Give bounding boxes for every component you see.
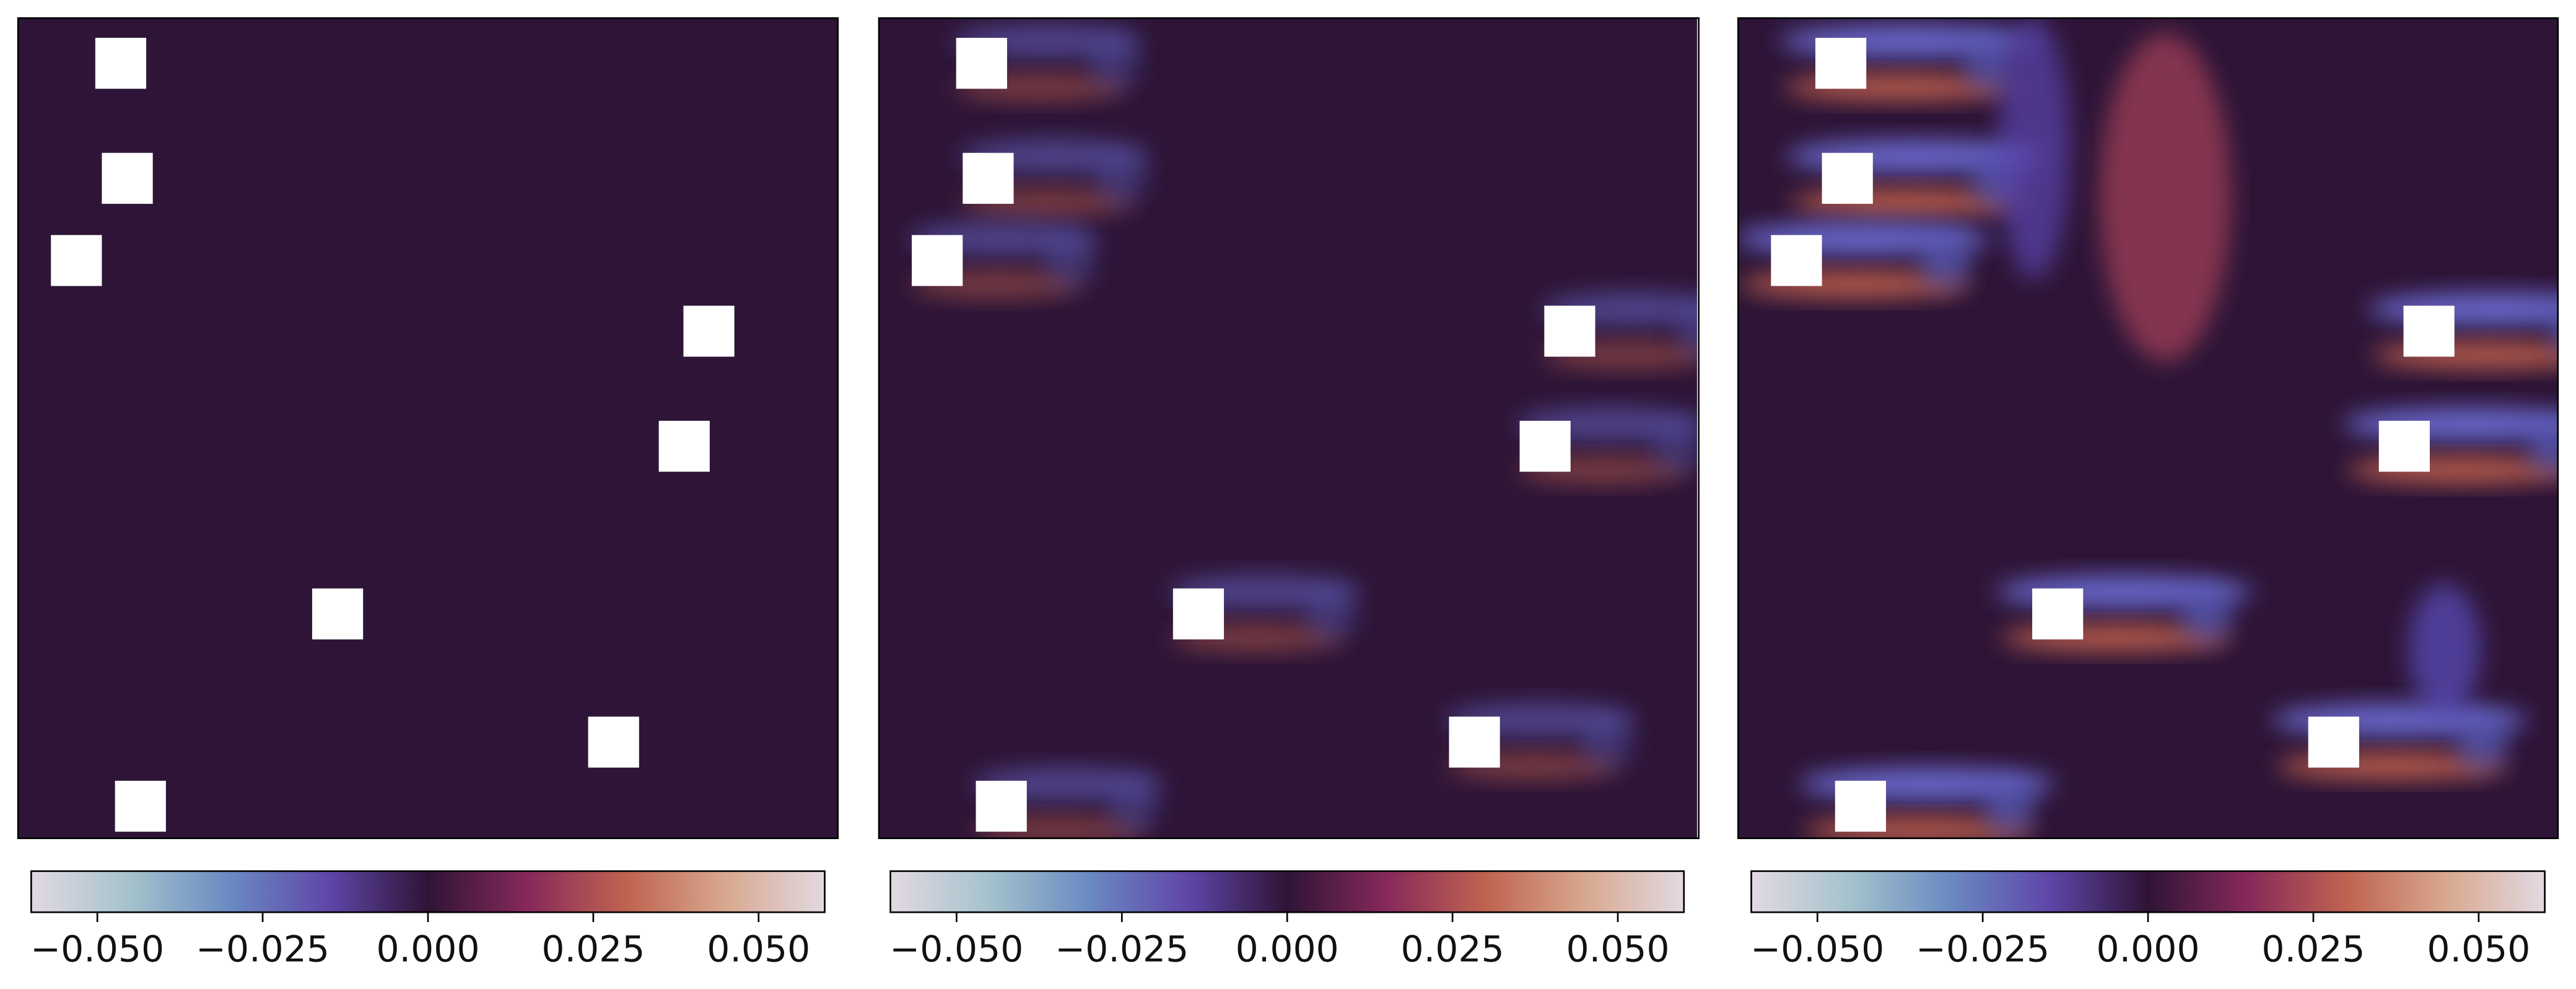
obstacle <box>1449 716 1500 768</box>
heatmap <box>879 18 1697 838</box>
vortex <box>1675 306 1697 358</box>
colorbar-tick-label: −0.050 <box>889 928 1023 970</box>
colorbar-tick-label: 0.000 <box>1236 928 1339 970</box>
vortex <box>2526 421 2558 473</box>
obstacle <box>963 152 1014 204</box>
panel-frame <box>1737 17 2559 840</box>
obstacle <box>912 235 963 286</box>
obstacle <box>658 421 710 472</box>
vortex <box>1580 716 1633 770</box>
vortex <box>2456 716 2509 770</box>
colorbar-tick-label: −0.050 <box>30 928 164 970</box>
colorbar <box>889 870 1685 913</box>
heatmap <box>18 18 838 838</box>
obstacle <box>95 38 147 89</box>
panel-frame <box>17 17 839 840</box>
obstacle <box>1822 152 1873 204</box>
obstacle <box>2308 716 2359 768</box>
field-background <box>18 18 838 838</box>
colorbar-tick-label: 0.000 <box>2097 928 2200 970</box>
vortex <box>2551 314 2558 349</box>
obstacle <box>312 588 364 640</box>
colorbar-tick-label: 0.025 <box>541 928 645 970</box>
obstacle <box>976 780 1027 832</box>
obstacle <box>588 716 639 768</box>
vortex <box>1963 38 2016 90</box>
obstacle <box>1771 235 1822 286</box>
vortex <box>1094 152 1147 206</box>
colorbar-tick-label: 0.000 <box>376 928 479 970</box>
vortex <box>1043 235 1096 288</box>
colorbar-tick-label: 0.050 <box>2427 928 2530 970</box>
colorbar-tick-label: 0.025 <box>1401 928 1504 970</box>
obstacle <box>1172 588 1225 640</box>
obstacle <box>1519 421 1571 472</box>
vortex <box>2099 33 2231 362</box>
vortex <box>1087 38 1140 90</box>
obstacle <box>102 152 153 204</box>
colorbar-tick-label: 0.050 <box>707 928 810 970</box>
vortex <box>1107 780 1160 833</box>
obstacle <box>2403 305 2455 357</box>
obstacle <box>1815 38 1867 89</box>
colorbar-tick-label: −0.025 <box>196 928 330 970</box>
colorbar <box>30 870 826 913</box>
colorbar-tick-label: 0.025 <box>2261 928 2365 970</box>
panel-frame <box>878 17 1700 840</box>
vortex <box>1919 235 1971 288</box>
obstacle <box>2032 588 2084 640</box>
obstacle <box>956 38 1007 89</box>
obstacle <box>683 305 735 357</box>
vortex <box>2408 583 2481 715</box>
obstacle <box>1835 780 1886 832</box>
vortex <box>2180 588 2233 641</box>
vortex <box>1997 18 2071 279</box>
obstacle <box>51 235 102 286</box>
obstacle <box>1544 305 1596 357</box>
obstacle <box>2378 421 2430 472</box>
colorbar-tick-label: −0.050 <box>1750 928 1884 970</box>
colorbar-tick-label: 0.050 <box>1566 928 1669 970</box>
colorbar <box>1750 870 2546 913</box>
vortex <box>1651 421 1697 473</box>
vortex <box>1983 780 2036 833</box>
vortex <box>1304 588 1357 641</box>
colorbar-tick-label: −0.025 <box>1055 928 1189 970</box>
obstacle <box>115 780 166 832</box>
colorbar-tick-label: −0.025 <box>1916 928 2050 970</box>
heatmap <box>1738 18 2558 838</box>
